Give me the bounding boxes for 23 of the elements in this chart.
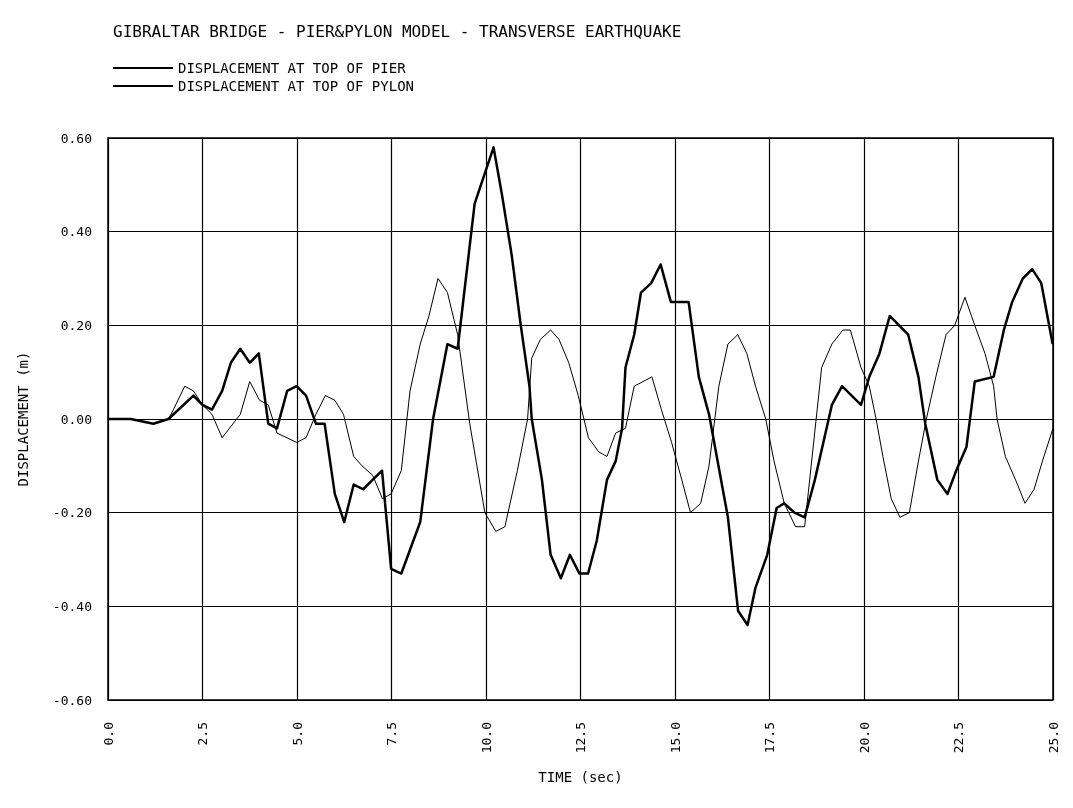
x-tick-label: 25.0 xyxy=(1045,722,1061,754)
legend-label: DISPLACEMENT AT TOP OF PIER xyxy=(178,60,407,76)
y-tick-label: 0.60 xyxy=(60,130,92,146)
y-tick-label: -0.20 xyxy=(52,505,92,521)
y-axis-title: DISPLACEMENT (m) xyxy=(15,351,31,487)
x-axis-title: TIME (sec) xyxy=(538,769,623,785)
y-tick-label: -0.60 xyxy=(52,692,92,708)
x-tick-label: 0.0 xyxy=(100,722,116,746)
x-tick-label: 17.5 xyxy=(762,722,777,754)
x-tick-label: 5.0 xyxy=(289,722,305,746)
x-tick-label: 20.0 xyxy=(856,722,872,754)
y-tick-label: 0.20 xyxy=(60,317,92,333)
x-tick-label: 12.5 xyxy=(573,722,588,754)
x-tick-label: 15.0 xyxy=(667,722,683,754)
x-tick-label: 7.5 xyxy=(384,722,399,746)
y-tick-label: 0.40 xyxy=(60,224,92,240)
y-tick-label: 0.00 xyxy=(60,411,92,427)
x-tick-label: 2.5 xyxy=(195,722,210,746)
x-tick-label: 22.5 xyxy=(951,722,966,754)
x-tick-label: 10.0 xyxy=(478,722,494,754)
legend-label: DISPLACEMENT AT TOP OF PYLON xyxy=(178,78,415,94)
chart-title: GIBRALTAR BRIDGE - PIER&PYLON MODEL - TRANSVERSE EARTHQUAKE xyxy=(113,21,682,41)
y-tick-label: -0.40 xyxy=(52,598,92,614)
